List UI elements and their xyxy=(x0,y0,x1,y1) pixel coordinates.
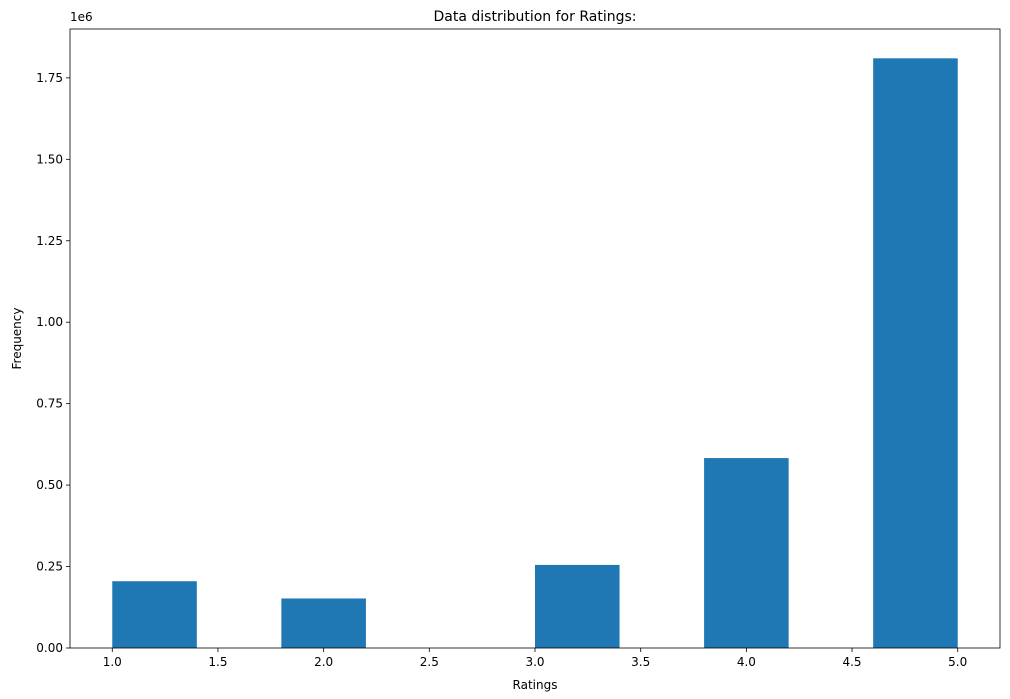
x-tick-label: 4.0 xyxy=(737,655,756,669)
y-tick-label: 1.75 xyxy=(36,71,63,85)
y-tick-label: 1.50 xyxy=(36,152,63,166)
y-axis-label: Frequency xyxy=(10,308,24,370)
histogram-bar xyxy=(873,58,958,649)
x-tick-label: 5.0 xyxy=(948,655,967,669)
x-axis-ticks: 1.0 1.5 2.0 2.5 3.0 3.5 4.0 4.5 5.0 xyxy=(103,648,967,669)
x-tick-label: 2.5 xyxy=(420,655,439,669)
histogram-bar xyxy=(704,458,789,648)
x-tick-label: 1.0 xyxy=(103,655,122,669)
x-tick-label: 3.0 xyxy=(525,655,544,669)
y-tick-label: 0.75 xyxy=(36,397,63,411)
x-tick-label: 2.0 xyxy=(314,655,333,669)
histogram-bar xyxy=(112,581,197,648)
x-tick-label: 1.5 xyxy=(208,655,227,669)
y-tick-label: 1.00 xyxy=(36,315,63,329)
y-axis-offset-label: 1e6 xyxy=(70,10,93,24)
bars-layer xyxy=(112,58,958,649)
y-axis-ticks: 0.00 0.25 0.50 0.75 1.00 1.25 1.50 1.75 xyxy=(36,71,70,655)
x-tick-label: 3.5 xyxy=(631,655,650,669)
plot-area-frame xyxy=(69,28,1001,649)
histogram-bar xyxy=(535,564,620,648)
x-axis-label: Ratings xyxy=(513,678,558,692)
histogram-bar xyxy=(281,598,366,648)
chart-title: Data distribution for Ratings: xyxy=(434,9,637,25)
x-tick-label: 4.5 xyxy=(842,655,861,669)
y-tick-label: 1.25 xyxy=(36,234,63,248)
y-tick-label: 0.25 xyxy=(36,560,63,574)
y-tick-label: 0.00 xyxy=(36,641,63,655)
y-tick-label: 0.50 xyxy=(36,478,63,492)
